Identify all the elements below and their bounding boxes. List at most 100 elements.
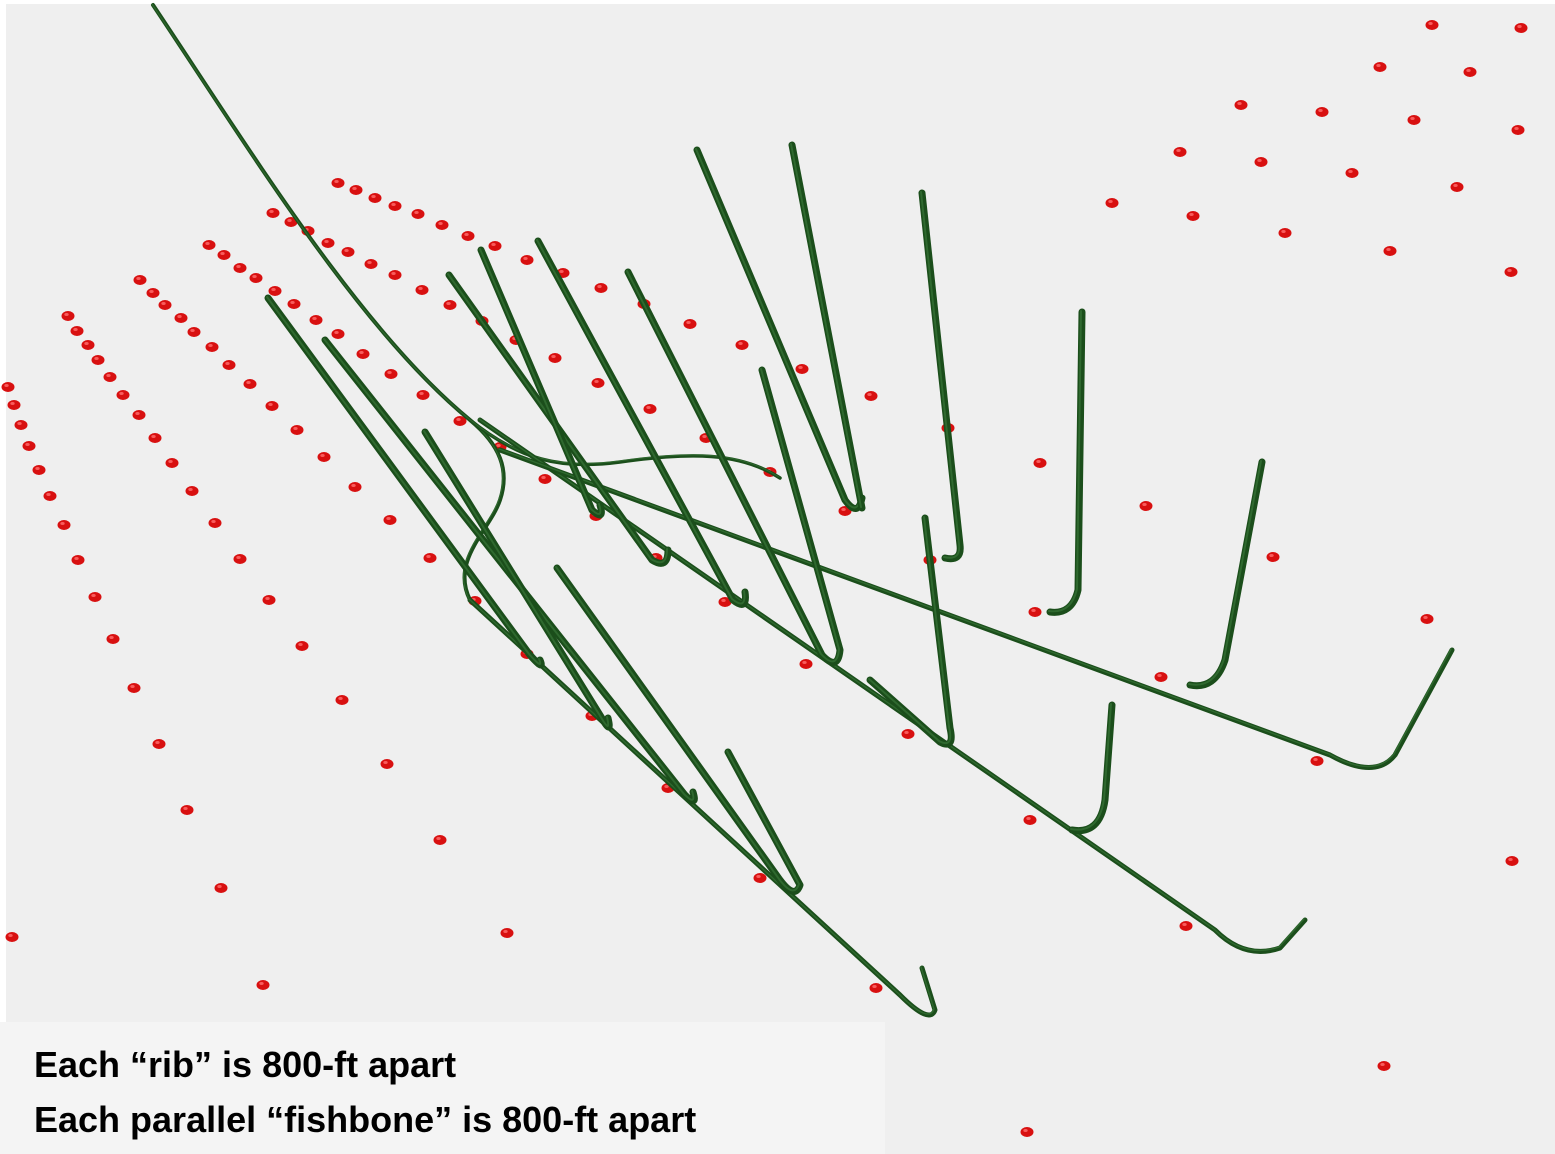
offset-well-dot [348, 482, 362, 492]
offset-well-dot [265, 401, 279, 411]
offset-well-dot [423, 553, 437, 563]
offset-well-dot [1154, 672, 1168, 682]
rib-2 [321, 336, 698, 805]
offset-well-dot [205, 342, 219, 352]
offset-well-dot [461, 231, 475, 241]
offset-well-dot [1463, 67, 1477, 77]
offset-well-dot [133, 275, 147, 285]
offset-well-dot [88, 592, 102, 602]
lateral-1 [467, 597, 938, 1018]
offset-well-dot [1028, 607, 1042, 617]
offset-well-dot [103, 372, 117, 382]
rib-5 [445, 271, 672, 567]
offset-well-dot [388, 201, 402, 211]
offset-well-dot [411, 209, 425, 219]
offset-well-dot [864, 391, 878, 401]
offset-well-dot [795, 364, 809, 374]
offset-well-dot [116, 390, 130, 400]
offset-well-dot [174, 313, 188, 323]
offset-well-dot [61, 311, 75, 321]
offset-well-dot [1420, 614, 1434, 624]
offset-well-dot [249, 273, 263, 283]
rib-8 [624, 268, 844, 666]
offset-well-dot [356, 349, 370, 359]
offset-well-dot [1511, 125, 1525, 135]
rib-7 [534, 237, 749, 608]
lateral-2 [477, 417, 1308, 954]
offset-well-dot [106, 634, 120, 644]
offset-well-dot [1266, 552, 1280, 562]
offset-well-dot [799, 659, 813, 669]
offset-well-dot [233, 263, 247, 273]
offset-well-dot [158, 300, 172, 310]
offset-well-dot [1173, 147, 1187, 157]
lateral-3 [497, 447, 1455, 770]
offset-well-dot [335, 695, 349, 705]
offset-well-dot [901, 729, 915, 739]
offset-well-dot [500, 928, 514, 938]
offset-well-dot [1505, 856, 1519, 866]
offset-well-dot [268, 286, 282, 296]
offset-well-dot [415, 285, 429, 295]
offset-well-dot [32, 465, 46, 475]
offset-well-dot [317, 452, 331, 462]
offset-well-dot [416, 390, 430, 400]
offset-well-dot [1407, 115, 1421, 125]
offset-well-dot [538, 474, 552, 484]
rib-10 [1068, 701, 1116, 835]
offset-well-dot [57, 520, 71, 530]
offset-well-dot [1425, 20, 1439, 30]
offset-well-dot [1254, 157, 1268, 167]
offset-well-dot [683, 319, 697, 329]
offset-well-dot [735, 340, 749, 350]
offset-well-dot [214, 883, 228, 893]
offset-well-dot [1, 382, 15, 392]
offset-well-dot [520, 255, 534, 265]
offset-well-dot [127, 683, 141, 693]
offset-well-dot [453, 416, 467, 426]
offset-well-dot [591, 378, 605, 388]
offset-well-dot [718, 597, 732, 607]
offset-well-dot [1315, 107, 1329, 117]
offset-well-dot [1278, 228, 1292, 238]
offset-well-dot [256, 980, 270, 990]
offset-well-dot [488, 241, 502, 251]
offset-well-dot [384, 369, 398, 379]
offset-well-dot [869, 983, 883, 993]
offset-well-dot [7, 400, 21, 410]
offset-well-dot [1020, 1127, 1034, 1137]
offset-well-dot [187, 327, 201, 337]
offset-well-dot [368, 193, 382, 203]
offset-well-dot [349, 185, 363, 195]
caption-fishbone-spacing: Each parallel “fishbone” is 800-ft apart [34, 1099, 697, 1140]
offset-well-dot [548, 353, 562, 363]
rib-3 [421, 428, 613, 731]
offset-well-dot [443, 300, 457, 310]
offset-well-dot [643, 404, 657, 414]
offset-well-dot [22, 441, 36, 451]
offset-well-dot [266, 208, 280, 218]
offset-well-dot [309, 315, 323, 325]
offset-well-dot [14, 420, 28, 430]
offset-well-dot [81, 340, 95, 350]
offset-well-dot [132, 410, 146, 420]
rib-12 [788, 141, 866, 512]
rib-9 [866, 514, 955, 748]
offset-well-dot [435, 220, 449, 230]
rib-4 [553, 564, 804, 895]
offset-well-dot [71, 555, 85, 565]
offset-well-dot [295, 641, 309, 651]
offset-well-dot [91, 355, 105, 365]
caption-rib-spacing: Each “rib” is 800-ft apart [34, 1044, 457, 1085]
offset-well-dot [243, 379, 257, 389]
rib-6 [477, 246, 605, 519]
offset-well-dot [1186, 211, 1200, 221]
offset-well-dot [1105, 198, 1119, 208]
offset-well-dot [331, 329, 345, 339]
offset-well-dot [284, 217, 298, 227]
offset-well-dot [1179, 921, 1193, 931]
offset-well-dot [233, 554, 247, 564]
offset-well-dot [594, 283, 608, 293]
offset-well-dot [43, 491, 57, 501]
